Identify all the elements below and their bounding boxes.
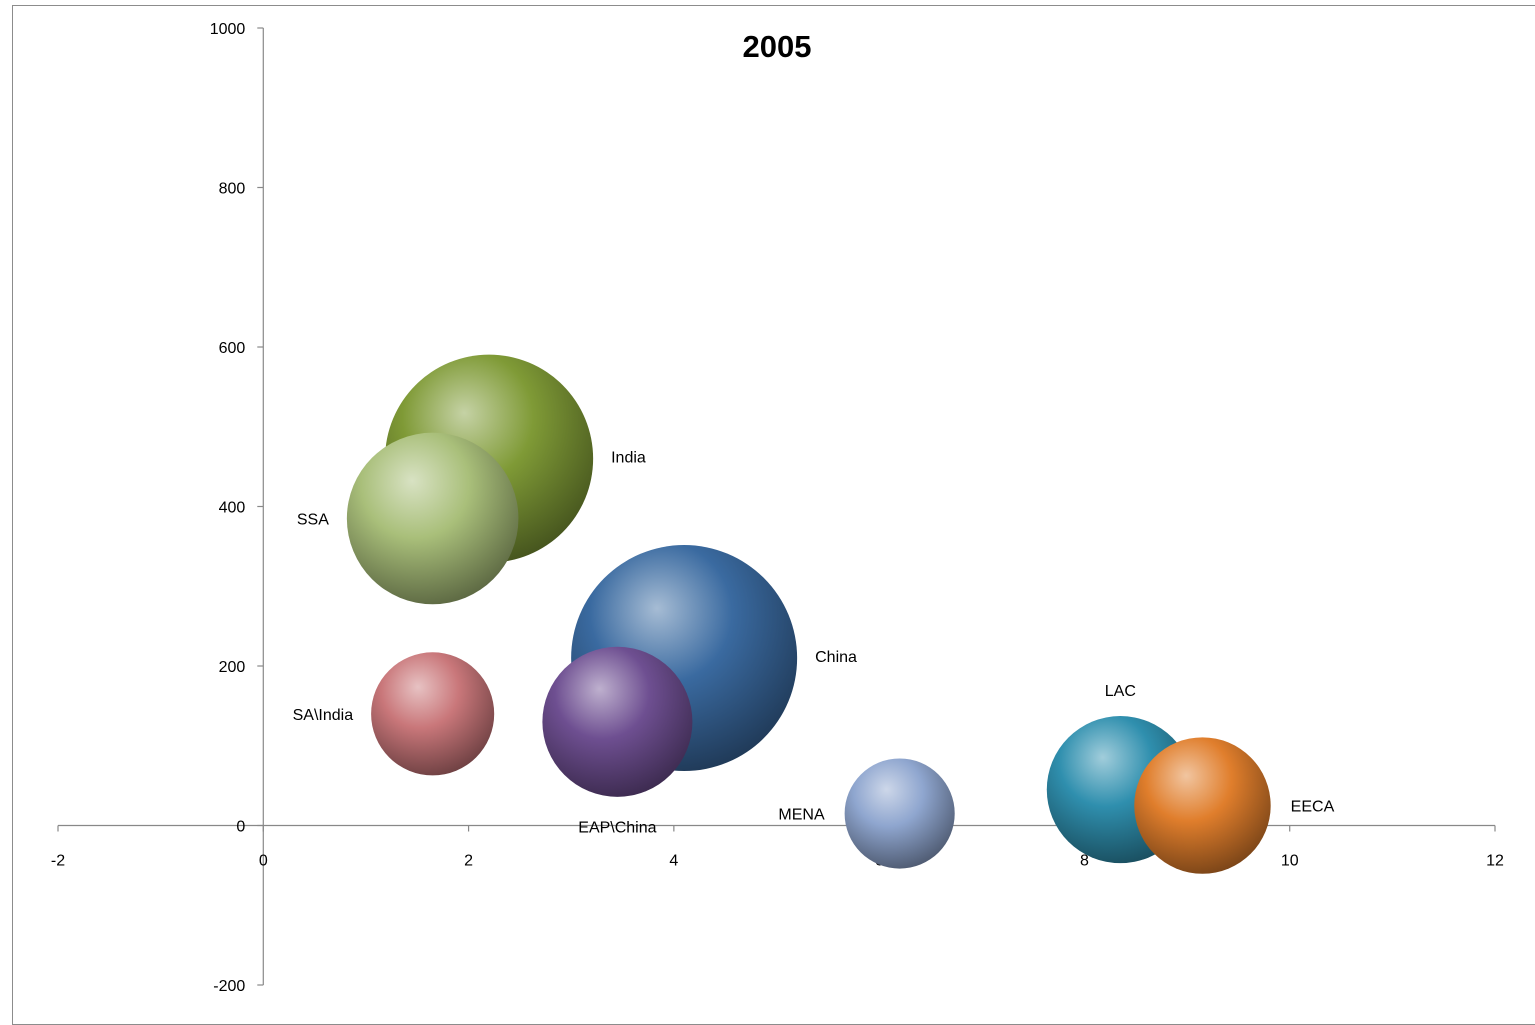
y-tick-label: 0 xyxy=(236,819,245,836)
data-label: EAP\China xyxy=(578,820,656,837)
data-label: SSA xyxy=(297,511,329,528)
x-tick-label: 4 xyxy=(669,853,678,870)
y-tick-label: 800 xyxy=(219,181,246,198)
data-label: MENA xyxy=(778,807,825,824)
data-label: EECA xyxy=(1291,799,1335,816)
chart-title: 2005 xyxy=(743,29,812,64)
x-tick-label: 8 xyxy=(1080,853,1089,870)
bubble-ssa xyxy=(346,432,519,605)
data-label: China xyxy=(815,649,857,666)
y-tick-label: 600 xyxy=(219,340,246,357)
data-label: LAC xyxy=(1105,683,1136,700)
data-label: India xyxy=(611,450,646,467)
x-tick-label: -2 xyxy=(51,853,65,870)
x-tick-label: 10 xyxy=(1281,853,1299,870)
x-tick-label: 0 xyxy=(259,853,268,870)
bubble-sa-india xyxy=(371,652,495,776)
y-tick-label: 400 xyxy=(219,500,246,517)
bubbles-layer xyxy=(346,354,1271,874)
x-tick-label: 2 xyxy=(464,853,473,870)
chart-frame xyxy=(12,5,1535,1025)
y-tick-label: 1000 xyxy=(210,21,246,38)
x-tick-label: 12 xyxy=(1486,853,1504,870)
data-label: SA\India xyxy=(293,707,354,724)
y-tick-label: -200 xyxy=(213,978,245,995)
bubble-eap-china xyxy=(542,646,693,797)
bubble-mena xyxy=(844,758,955,869)
y-tick-label: 200 xyxy=(219,659,246,676)
bubble-eeca xyxy=(1134,737,1271,874)
data-labels-layer: India SSA China SA\India EAP\China MENA LAC EEC… xyxy=(293,450,1335,837)
